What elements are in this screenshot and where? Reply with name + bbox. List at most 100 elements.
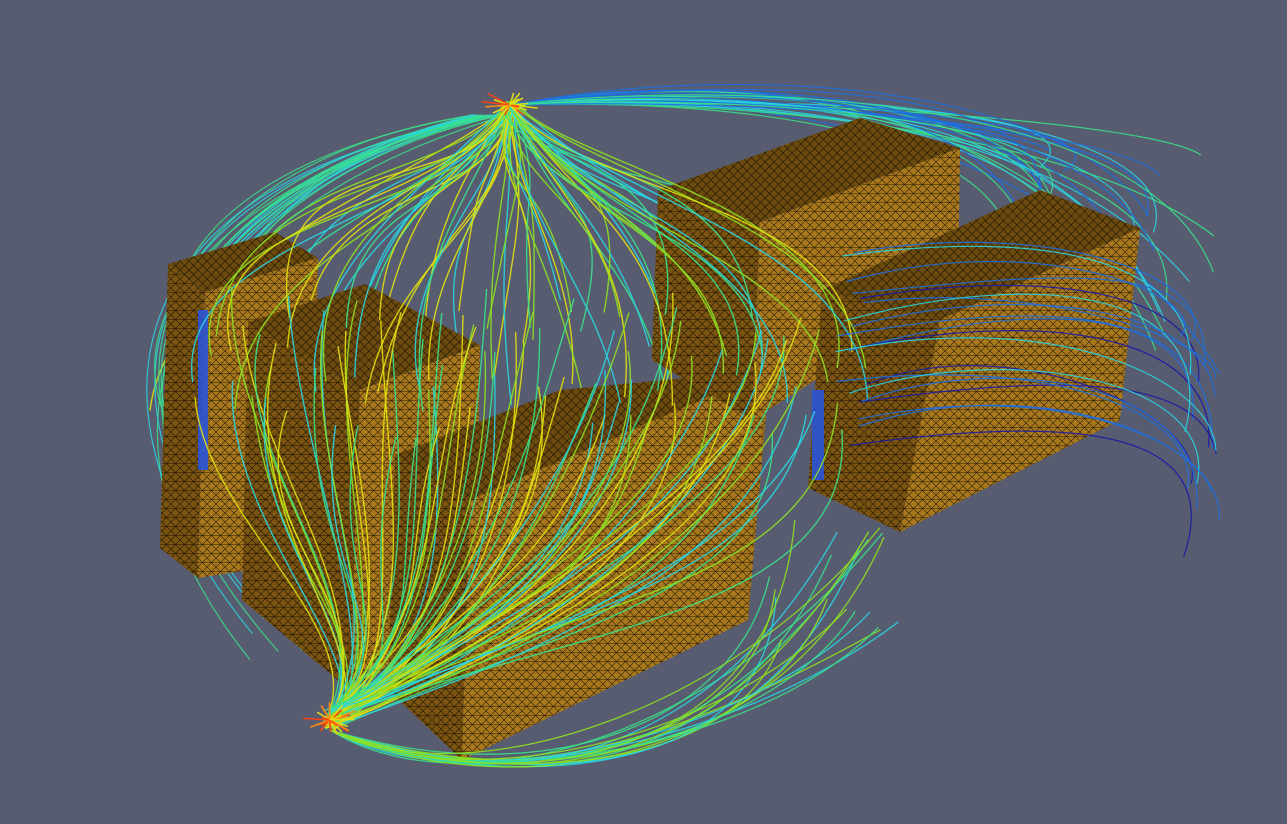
streamline [508, 100, 867, 369]
streamline [325, 318, 802, 725]
streamline [509, 100, 1160, 177]
streamline [481, 100, 511, 106]
streamline [507, 103, 651, 347]
streamline [324, 719, 331, 728]
streamline [326, 324, 475, 724]
streamline [866, 365, 1193, 485]
streamline [334, 362, 757, 727]
streamline [364, 106, 509, 404]
streamline [863, 297, 1217, 378]
streamline [842, 245, 1192, 376]
streamline [277, 410, 345, 719]
streamline [326, 355, 693, 718]
streamline [858, 404, 1221, 520]
magnet-bar-right [812, 390, 824, 480]
streamline [509, 94, 1215, 273]
streamline [354, 104, 516, 378]
streamline [333, 326, 477, 730]
streamline [329, 532, 884, 764]
streamline [332, 429, 843, 720]
streamline [325, 332, 757, 724]
streamline [846, 260, 1186, 337]
streamline [851, 303, 1216, 396]
streamline [458, 107, 510, 312]
streamline [335, 312, 402, 728]
streamline [320, 705, 331, 721]
streamline [286, 103, 509, 348]
streamline [330, 410, 816, 713]
streamline [509, 101, 1053, 217]
streamline [837, 315, 1213, 449]
streamline [502, 102, 573, 313]
streamline [505, 100, 728, 357]
streamline [323, 425, 367, 720]
streamlines-front [190, 92, 1221, 768]
streamline [487, 92, 511, 106]
streamline [208, 106, 516, 357]
streamline [504, 102, 869, 400]
streamline [325, 298, 575, 730]
streamline [509, 106, 789, 403]
streamline [329, 719, 338, 727]
streamline [510, 107, 853, 352]
streamline [333, 387, 797, 727]
streamline [329, 531, 870, 765]
streamline [336, 433, 773, 729]
streamline [324, 392, 731, 729]
streamline [862, 377, 1198, 510]
streamline [303, 717, 331, 721]
streamline [332, 338, 769, 717]
streamline [510, 105, 724, 374]
streamline [332, 403, 839, 719]
streamline [329, 576, 771, 755]
streamline [844, 293, 1191, 433]
streamline [505, 102, 562, 301]
magnet-bar-left [198, 310, 208, 470]
streamline [332, 420, 650, 725]
streamline [313, 367, 358, 720]
streamline [854, 241, 1196, 341]
streamline [515, 103, 840, 369]
streamline [313, 105, 505, 392]
streamline [862, 330, 1210, 448]
streamline [512, 104, 829, 383]
streamline [327, 414, 807, 724]
streamline [331, 414, 606, 723]
streamline [215, 103, 506, 336]
streamline [509, 92, 515, 106]
streamline [334, 336, 785, 723]
streamline [328, 702, 331, 721]
streamline [266, 342, 347, 730]
streamline [504, 102, 764, 355]
streamline [503, 104, 513, 405]
streamline [850, 430, 1192, 557]
streamline [428, 107, 509, 381]
streamline [194, 397, 335, 720]
streamline [329, 536, 885, 768]
streamline [190, 106, 514, 383]
streamline [329, 714, 343, 721]
streamline [330, 300, 364, 719]
streamline [329, 719, 332, 733]
streamline [490, 105, 511, 380]
streamline [326, 320, 682, 718]
streamline [500, 104, 511, 113]
streamline [329, 704, 344, 721]
streamline [503, 101, 621, 318]
streamline [509, 98, 520, 106]
streamline [512, 106, 535, 340]
streamline [835, 337, 1217, 451]
streamline [418, 101, 507, 412]
streamline [251, 395, 349, 726]
streamline [327, 307, 678, 714]
streamline [331, 320, 395, 719]
streamline [327, 339, 788, 721]
streamline [329, 718, 355, 721]
streamline [860, 284, 1200, 383]
streamline [329, 519, 796, 764]
streamline [493, 104, 520, 377]
streamline [509, 104, 520, 108]
streamline [852, 277, 1206, 367]
